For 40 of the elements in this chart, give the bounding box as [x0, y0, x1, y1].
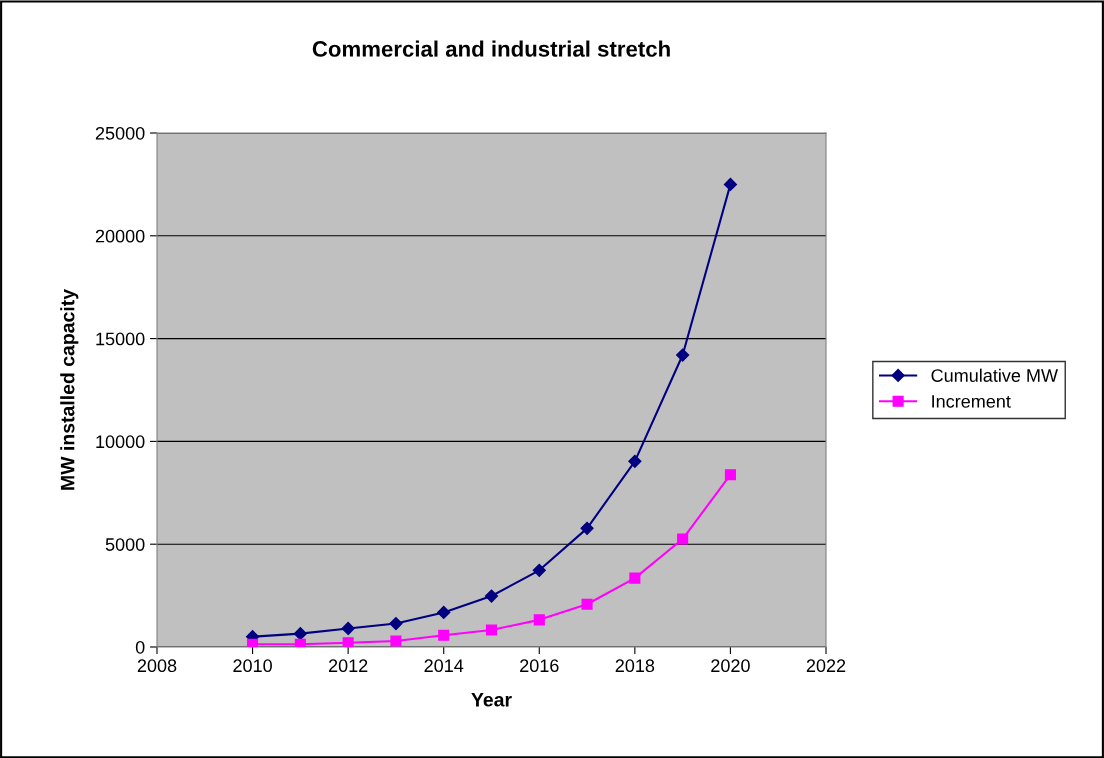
x-tick-label: 2016 — [520, 659, 559, 673]
x-tick-label: 2014 — [424, 659, 464, 673]
x-axis-title: Year — [471, 693, 512, 707]
point — [342, 637, 354, 647]
point — [580, 521, 594, 535]
x-tick-label: 2020 — [711, 659, 750, 673]
point — [484, 589, 499, 603]
point — [532, 563, 546, 577]
point — [723, 177, 738, 191]
point — [581, 598, 593, 610]
y-tick-label: 10000 — [96, 435, 145, 449]
point — [341, 621, 355, 636]
legend-label: Increment — [932, 395, 1011, 408]
point — [533, 614, 545, 626]
point — [389, 616, 403, 631]
x-tick-label: 2022 — [806, 659, 846, 673]
point — [724, 469, 736, 481]
point — [628, 454, 642, 468]
x-tick-label: 2018 — [615, 659, 655, 673]
point — [677, 533, 689, 545]
x-tick-label: 2008 — [137, 659, 177, 673]
y-tick-label: 5000 — [105, 538, 145, 551]
x-tick-label: 2010 — [233, 659, 272, 673]
legend-label: Cumulative MW — [931, 368, 1058, 382]
point — [438, 629, 450, 641]
x-tick-label: 2012 — [328, 659, 368, 673]
point — [437, 605, 451, 620]
y-tick-label: 25000 — [95, 126, 145, 140]
point — [294, 638, 306, 647]
point — [629, 572, 641, 584]
y-tick-label: 20000 — [95, 229, 145, 243]
y-axis-title: MW installed capacity — [60, 289, 79, 490]
chart-title: Commercial and industrial stretch — [312, 40, 670, 57]
point — [676, 348, 690, 362]
point — [390, 635, 402, 647]
y-tick-label: 0 — [135, 640, 145, 654]
point — [485, 624, 498, 636]
point — [247, 638, 259, 647]
y-tick-label: 15000 — [96, 332, 145, 346]
point — [293, 627, 307, 641]
